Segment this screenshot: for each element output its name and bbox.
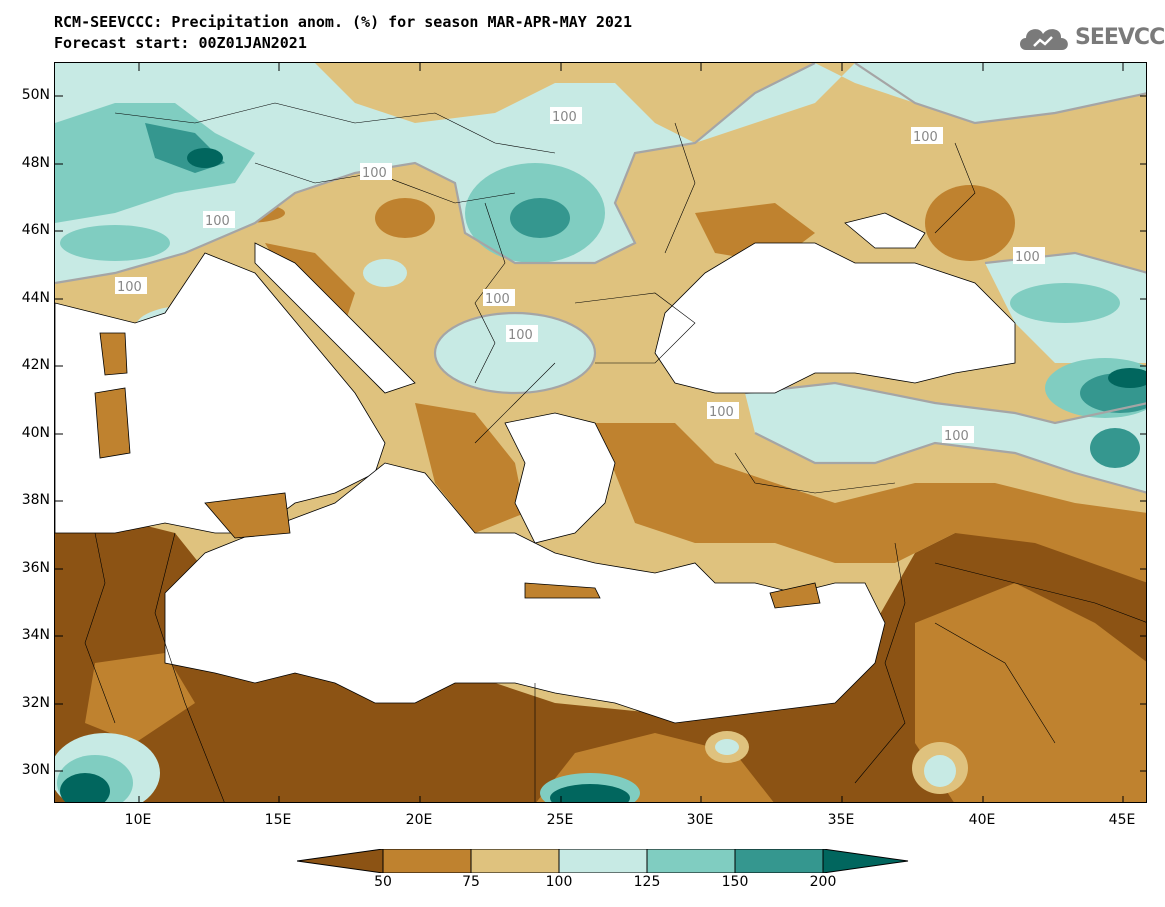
wet-north-strip	[55, 63, 1146, 283]
wet-alps	[55, 103, 255, 223]
lon-label-30e: 30E	[686, 812, 714, 828]
map-title: RCM-SEEVCCC: Precipitation anom. (%) for…	[54, 13, 632, 31]
lat-label-42n: 42N	[21, 357, 50, 373]
contour-label: 100	[709, 405, 734, 420]
logo-text: SEEVCCC	[1075, 25, 1165, 50]
colorbar-segment-75-100	[470, 849, 560, 873]
contour-label: 100	[117, 280, 142, 295]
colorbar-label-200: 200	[809, 874, 837, 890]
sardinia	[94, 387, 131, 459]
colorbar	[297, 849, 909, 873]
contour-labels: 100 100 100 100 100 100 100 100 100 100	[115, 107, 1045, 444]
lat-label-40n: 40N	[21, 425, 50, 441]
colorbar-segment-150-200	[734, 849, 824, 873]
lat-label-34n: 34N	[21, 627, 50, 643]
dry-region-south	[55, 518, 1146, 802]
contour-label: 100	[552, 110, 577, 125]
contour-label: 100	[485, 292, 510, 307]
lat-label-46n: 46N	[21, 222, 50, 238]
contour-label: 100	[205, 214, 230, 229]
lon-label-35e: 35E	[827, 812, 855, 828]
lon-label-10e: 10E	[124, 812, 152, 828]
greece-dry	[415, 403, 525, 533]
contour-label: 100	[944, 429, 969, 444]
lon-label-15e: 15E	[264, 812, 292, 828]
lat-label-48n: 48N	[21, 155, 50, 171]
precipitation-anomaly-map: 100 100 100 100 100 100 100 100 100 100	[54, 62, 1147, 803]
colorbar-segment-below-50	[297, 849, 384, 873]
sicily	[204, 492, 291, 539]
contour-label: 100	[362, 166, 387, 181]
crete	[524, 582, 601, 599]
colorbar-segment-above-200	[822, 849, 909, 873]
contour-label: 100	[1015, 250, 1040, 265]
lon-label-45e: 45E	[1108, 812, 1136, 828]
corsica	[99, 332, 128, 376]
colorbar-segment-100-125	[558, 849, 648, 873]
lat-label-32n: 32N	[21, 695, 50, 711]
dry-patch-tunisia	[85, 653, 195, 743]
cyprus	[769, 582, 821, 609]
contour-label: 100	[508, 328, 533, 343]
colorbar-segment-125-150	[646, 849, 736, 873]
colorbar-segment-50-75	[382, 849, 472, 873]
lat-label-44n: 44N	[21, 290, 50, 306]
colorbar-label-125: 125	[633, 874, 661, 890]
colorbar-label-100: 100	[545, 874, 573, 890]
country-borders	[84, 102, 1146, 802]
colorbar-label-50: 50	[374, 874, 392, 890]
turkey-dry-band	[595, 423, 1146, 583]
dry-patch-arabia	[915, 583, 1146, 802]
colorbar-label-75: 75	[462, 874, 480, 890]
lat-label-38n: 38N	[21, 492, 50, 508]
lat-label-36n: 36N	[21, 560, 50, 576]
lat-label-50n: 50N	[21, 87, 50, 103]
colorbar-label-150: 150	[721, 874, 749, 890]
lat-label-30n: 30N	[21, 762, 50, 778]
axis-ticks	[55, 63, 1146, 802]
contour-label: 100	[913, 130, 938, 145]
forecast-start-label: Forecast start: 00Z01JAN2021	[54, 34, 307, 52]
lon-label-20e: 20E	[405, 812, 433, 828]
cloud-icon	[1020, 29, 1068, 50]
lon-label-40e: 40E	[968, 812, 996, 828]
lon-label-25e: 25E	[546, 812, 574, 828]
seevccc-logo: SEEVCCC	[1016, 20, 1165, 60]
